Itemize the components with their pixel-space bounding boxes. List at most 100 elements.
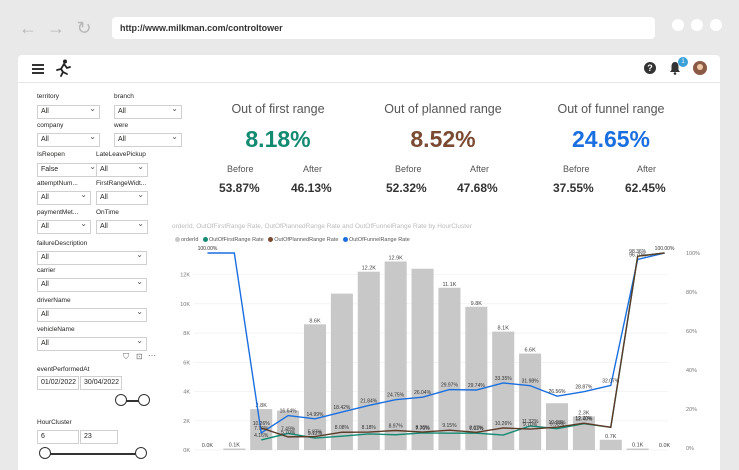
line-data-label: 11.32%: [522, 419, 539, 425]
bar-data-label: 12.2K: [362, 266, 377, 272]
date-slider-handle-start[interactable]: [115, 394, 127, 406]
focus-mode-icon[interactable]: ⊡: [136, 352, 143, 361]
legend-swatch: [342, 237, 348, 243]
were-select[interactable]: All: [114, 131, 182, 147]
kpi-value: 24.65%: [571, 126, 650, 152]
hour-slider-handle-start[interactable]: [39, 447, 51, 459]
line-data-label: 29.97%: [441, 383, 459, 389]
bar-data-label: 6.6K: [524, 348, 536, 354]
kpi-before-value: 52.32%: [386, 181, 427, 195]
y-left-tick-label: 12K: [180, 273, 190, 279]
reload-icon[interactable]: ↻: [76, 18, 92, 38]
filter-label-paymentmet: paymentMet...: [37, 209, 79, 216]
kpi-after-label: After: [637, 164, 657, 174]
attemptnum-select[interactable]: All: [37, 189, 91, 205]
date-from-input[interactable]: 01/02/2022: [37, 376, 79, 390]
line-data-label: 24.75%: [387, 393, 405, 399]
line-data-label: 29.74%: [468, 383, 486, 389]
date-slider-track[interactable]: [122, 400, 146, 402]
kpi-planned-range: Out of planned range 8.52%: [378, 102, 508, 153]
branch-select[interactable]: All: [114, 103, 182, 119]
line-data-label: 100.00%: [198, 246, 218, 252]
line-data-label: 7.49%: [281, 426, 296, 432]
vehiclename-select[interactable]: All: [37, 335, 147, 351]
bar-data-label: 8.6K: [309, 318, 321, 324]
filter-icon[interactable]: ⛉: [123, 352, 129, 361]
y-left-tick-label: 6K: [183, 360, 190, 366]
y-right-tick-label: 0%: [686, 446, 694, 452]
line-data-label: 7.70%: [415, 426, 430, 432]
line-data-label: 98.36%: [629, 249, 647, 255]
ontime-select[interactable]: All: [96, 218, 148, 234]
failuredescription-select[interactable]: All: [37, 249, 147, 265]
line-data-label: 28.87%: [575, 385, 593, 391]
line-data-label: 10.26%: [495, 421, 513, 427]
filter-label-failuredescription: failureDescription: [37, 240, 88, 247]
filter-label-hourcluster: HourCluster: [37, 419, 72, 426]
bar-data-label: 11.1K: [442, 282, 456, 288]
carrier-select[interactable]: All: [37, 276, 147, 292]
y-right-tick-label: 80%: [686, 290, 697, 296]
kpi-value: 8.52%: [410, 126, 476, 152]
back-arrow-icon[interactable]: ←: [19, 18, 37, 38]
kpi-before-value: 53.87%: [219, 181, 260, 195]
hour-to-input[interactable]: 23: [80, 430, 118, 444]
line-data-label: 96.70%: [629, 252, 647, 258]
filter-label-were: were: [114, 122, 129, 129]
filters-panel: territory All branch All company All wer…: [18, 83, 182, 470]
hour-from-input[interactable]: 6: [37, 430, 79, 444]
url-bar[interactable]: http://www.milkman.com/controltower: [112, 17, 655, 39]
line-data-label: 5.70%: [281, 430, 296, 436]
legend-swatch: [175, 237, 180, 243]
forward-arrow-icon[interactable]: →: [47, 18, 65, 38]
paymentmet-select[interactable]: All: [37, 218, 91, 234]
line-data-label: 9.70%: [523, 422, 538, 428]
isreopen-select[interactable]: False: [37, 161, 100, 177]
line-data-label: 32.07%: [602, 378, 620, 384]
kpi-title: Out of planned range: [384, 102, 502, 116]
line-data-label: 8.07%: [469, 425, 484, 431]
y-right-tick-label: 20%: [686, 407, 697, 413]
legend-item: OutOfFunnelRange Rate: [348, 237, 410, 243]
firstrangewidth-select[interactable]: All: [96, 189, 148, 205]
kpi-after-label: After: [303, 164, 323, 174]
bar-data-label: 0.7K: [605, 434, 617, 440]
more-options-icon[interactable]: ⋯: [148, 351, 156, 360]
drivername-select[interactable]: All: [37, 306, 147, 322]
territory-select[interactable]: All: [37, 103, 100, 119]
avatar[interactable]: [693, 61, 707, 75]
y-left-tick-label: 8K: [183, 331, 190, 337]
bar: [357, 271, 380, 450]
bar-data-label: 8.1K: [498, 326, 510, 332]
hamburger-menu-icon[interactable]: [32, 64, 44, 74]
kpi-title: Out of funnel range: [557, 102, 665, 116]
line-data-label: 26.56%: [549, 389, 567, 395]
bar: [519, 353, 542, 450]
bar-data-label: 0.0K: [202, 443, 214, 449]
filter-label-territory: territory: [37, 93, 60, 100]
bar: [545, 403, 569, 450]
line-data-label: 18.42%: [333, 405, 351, 411]
date-to-input[interactable]: 30/04/2022: [80, 376, 122, 390]
bar: [438, 287, 461, 450]
app-frame: ? 1 territory All branch All company All…: [18, 55, 720, 470]
line-data-label: 8.08%: [335, 425, 350, 431]
bar-data-label: 9.8K: [471, 301, 483, 307]
bell-icon[interactable]: [669, 61, 681, 75]
line-data-label: 8.16%: [415, 425, 430, 431]
legend-item: OutOfPlannedRange Rate: [274, 237, 339, 243]
date-slider-handle-end[interactable]: [138, 394, 150, 406]
y-right-tick-label: 40%: [686, 368, 697, 374]
bar-data-label: 0.1K: [229, 443, 241, 449]
bar: [250, 409, 273, 450]
hour-slider-handle-end[interactable]: [135, 447, 147, 459]
lateleavepickup-select[interactable]: All: [96, 161, 148, 177]
kpi-after-value: 46.13%: [291, 181, 332, 195]
hour-slider-track[interactable]: [45, 453, 141, 455]
y-right-tick-label: 100%: [686, 251, 700, 257]
line-data-label: 9.15%: [442, 423, 457, 429]
y-left-tick-label: 4K: [183, 390, 190, 396]
company-select[interactable]: All: [37, 131, 100, 147]
help-icon[interactable]: ?: [644, 62, 656, 74]
